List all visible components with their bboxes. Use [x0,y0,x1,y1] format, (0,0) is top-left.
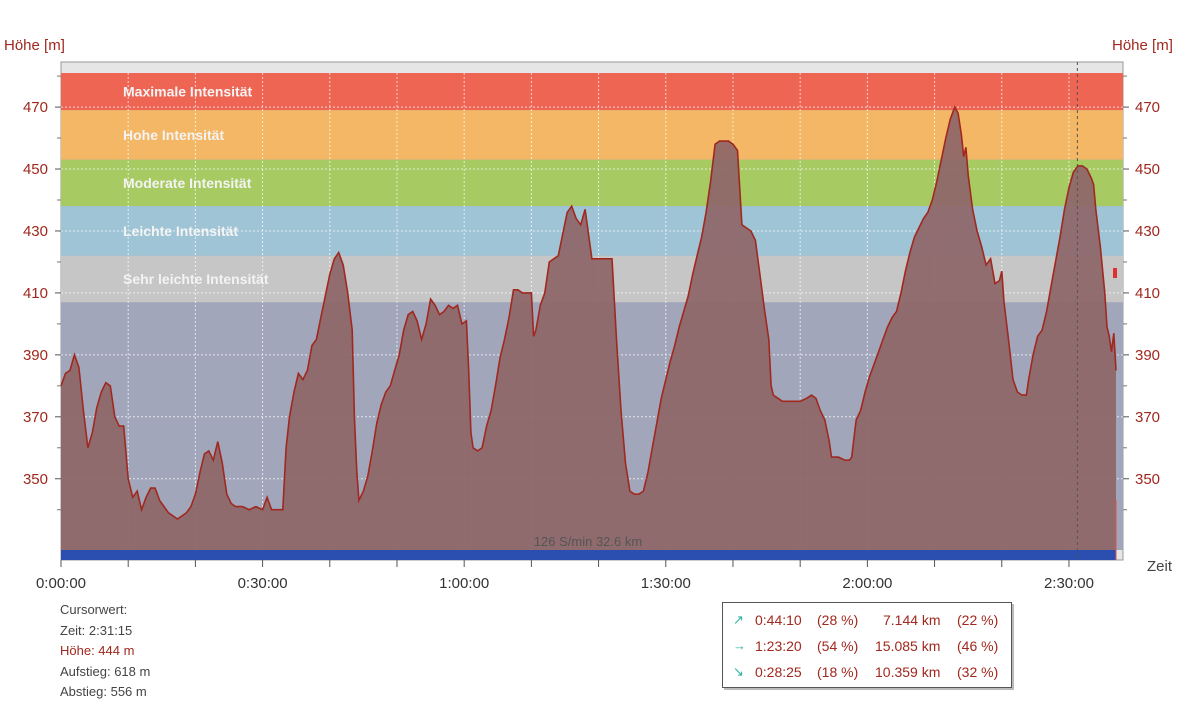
zone-label: Leichte Intensität [123,223,238,239]
x-tick-label: 2:00:00 [842,575,892,592]
x-tick-label: 0:00:00 [36,575,86,592]
elevation-line [60,105,1117,520]
y-tick-label-left: 430 [23,223,48,240]
zone-label: Moderate Intensität [123,175,252,191]
cadence-band-label: 126 S/min 32.6 km [534,534,642,549]
y-tick-label-left: 350 [23,471,48,488]
x-tick-label: 2:30:00 [1044,575,1094,592]
x-axis-title: Zeit [1147,558,1173,575]
y-tick-label-right: 430 [1135,223,1160,240]
y-tick-label-right: 410 [1135,285,1160,302]
zone-band [61,73,1123,111]
stats-time: 0:44:10 [755,612,802,628]
cursor-title: Cursorwert: [60,602,128,617]
arrow-up-right-icon: ↗ [733,612,744,627]
right-axis-title: Höhe [m] [1112,37,1173,54]
elevation-chart: Maximale Intensität Hohe Intensität Modera… [23,61,1160,592]
zone-label: Maximale Intensität [123,84,252,100]
stats-dist: 15.085 km [875,638,941,654]
stats-dist: 7.144 km [883,612,941,628]
y-tick-label-right: 470 [1135,99,1160,116]
stats-pct-dist: (46 %) [957,638,999,654]
zone-label: Sehr leichte Intensität [123,271,269,287]
cursor-value-panel: Cursorwert: Zeit: 2:31:15 Höhe: 444 m Au… [60,600,150,703]
arrow-right-icon: → [733,638,746,653]
y-tick-label-left: 370 [23,409,48,426]
x-tick-label: 1:00:00 [439,575,489,592]
y-tick-label-left: 450 [23,161,48,178]
x-tick-label: 0:30:00 [238,575,288,592]
y-tick-label-left: 410 [23,285,48,302]
stats-pct-time: (18 %) [817,664,859,680]
y-tick-label-left: 470 [23,99,48,116]
y-tick-label-right: 450 [1135,161,1160,178]
stats-pct-dist: (22 %) [957,612,999,628]
cursor-elevation: Höhe: 444 m [60,643,135,658]
y-tick-label-right: 350 [1135,471,1160,488]
stats-time: 1:23:20 [755,638,802,654]
cursor-descent: Abstieg: 556 m [60,684,147,699]
gradient-stats-box: ↗ 0:44:10 (28 %) 7.144 km (22 %) → 1:23:… [722,602,1012,688]
arrow-down-right-icon: ↘ [733,664,744,679]
cursor-ascent: Aufstieg: 618 m [60,663,151,679]
y-tick-label-right: 370 [1135,409,1160,426]
cadence-band [61,550,1116,560]
y-tick-label-right: 390 [1135,347,1160,364]
zone-label: Hohe Intensität [123,127,224,143]
left-axis-title: Höhe [m] [4,37,65,54]
end-marker [1113,268,1117,278]
cursor-time: Zeit: 2:31:15 [60,622,133,638]
stats-dist: 10.359 km [875,664,941,680]
stats-pct-time: (28 %) [817,612,859,628]
stats-pct-time: (54 %) [817,638,859,654]
stats-pct-dist: (32 %) [957,664,999,680]
elevation-area [61,107,1116,550]
y-tick-label-left: 390 [23,347,48,364]
stats-time: 0:28:25 [755,664,802,680]
x-tick-label: 1:30:00 [641,575,691,592]
